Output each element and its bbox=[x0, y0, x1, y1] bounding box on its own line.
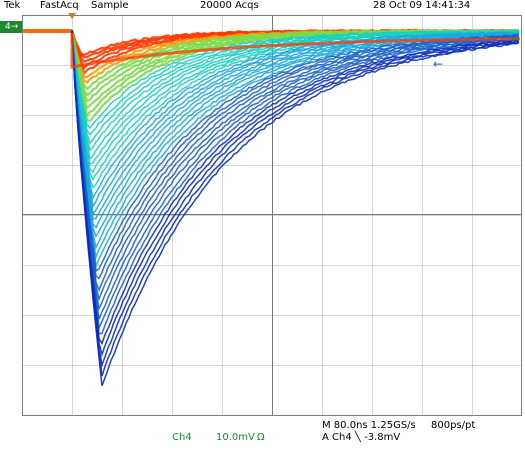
waveform-trace bbox=[71, 30, 520, 331]
channel-coupling: Ω bbox=[257, 432, 265, 443]
waveform-trace bbox=[71, 31, 520, 311]
cursor-arrow-icon[interactable]: ← bbox=[433, 57, 444, 71]
channel-scale: 10.0mV bbox=[216, 432, 255, 443]
resolution-readout: 800ps/pt bbox=[431, 420, 476, 431]
waveform-trace bbox=[71, 30, 520, 190]
high-density-band bbox=[70, 33, 521, 69]
acquisition-type-label: Sample bbox=[91, 0, 129, 11]
channel-arrow-glyph: → bbox=[10, 22, 19, 32]
date-time-label: 28 Oct 09 14:41:34 bbox=[373, 0, 471, 11]
channel-4-marker-icon[interactable]: 4→ bbox=[0, 21, 22, 33]
channel-label: Ch4 bbox=[172, 432, 192, 443]
graticule-center-vertical bbox=[272, 15, 273, 416]
waveform-trace bbox=[71, 31, 520, 357]
waveform-trace bbox=[71, 31, 520, 346]
timebase-readout: M 80.0ns 1.25GS/s bbox=[322, 420, 416, 431]
waveform-trace bbox=[71, 31, 520, 387]
waveform-trace bbox=[71, 31, 519, 302]
waveform-trace bbox=[71, 30, 520, 377]
acquisition-count-label: 20000 Acqs bbox=[200, 0, 259, 11]
acquisition-mode-label: FastAcq bbox=[40, 0, 79, 11]
status-bar: Tek FastAcq Sample 20000 Acqs 28 Oct 09 … bbox=[0, 0, 525, 16]
brand-label: Tek bbox=[4, 0, 21, 11]
waveform-trace bbox=[71, 29, 520, 152]
waveform-trace bbox=[71, 30, 520, 260]
waveform-trace bbox=[71, 31, 520, 335]
trigger-readout: A Ch4 ╲ -3.8mV bbox=[322, 432, 401, 443]
channel-4-number: 4 bbox=[5, 22, 11, 32]
waveform-trace bbox=[71, 30, 520, 217]
reference-arrow-icon: ← bbox=[511, 35, 520, 46]
